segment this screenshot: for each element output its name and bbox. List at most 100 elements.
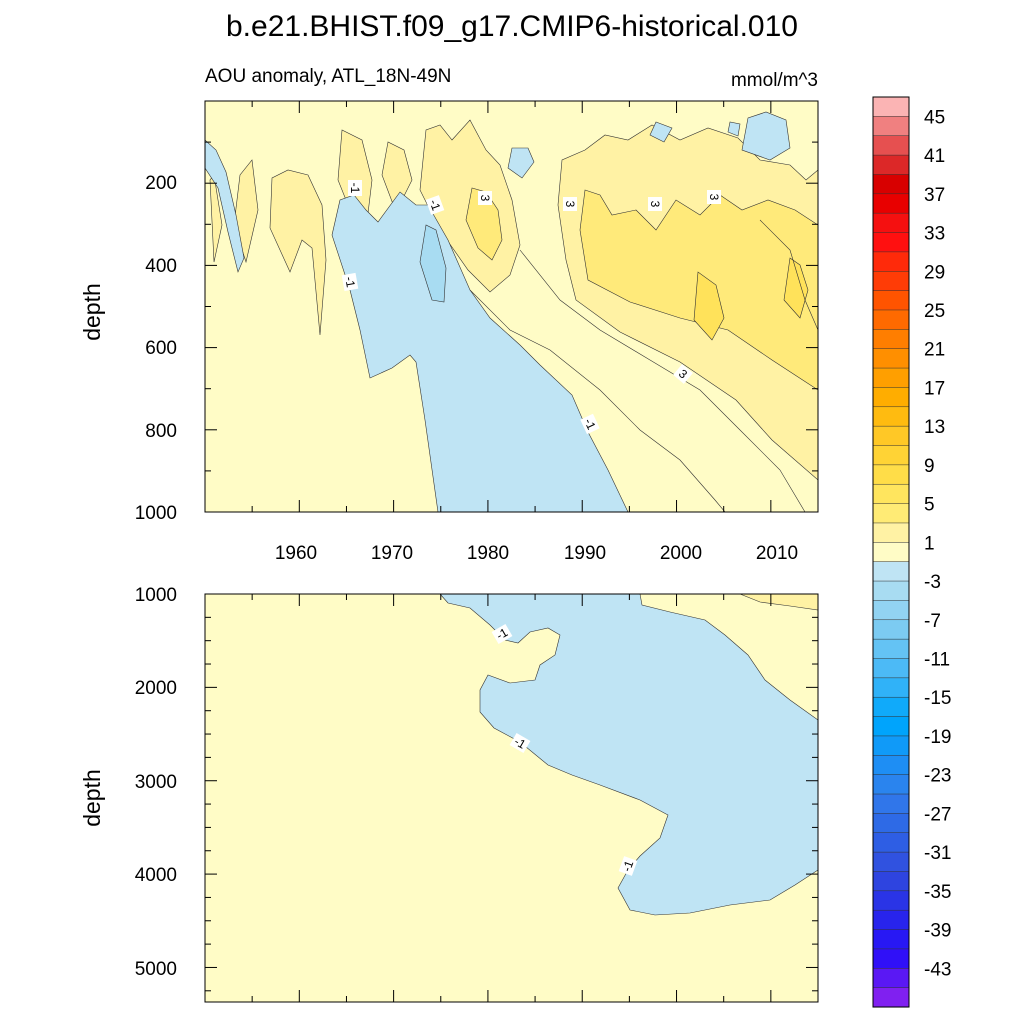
upper-contour-label-7: 3 [707, 190, 721, 204]
colorbar-swatch-45 [872, 968, 910, 989]
colorbar-swatch-15 [872, 387, 910, 408]
upper-contour-label-1-text: -1 [427, 198, 444, 213]
lower-contour-label-1: -1 [509, 732, 531, 754]
colorbar-swatch-24 [872, 561, 910, 582]
upper-contour-label-2-text: -1 [342, 276, 358, 289]
upper-region-neg-left [204, 139, 245, 273]
chart-title: b.e21.BHIST.f09_g17.CMIP6-historical.010 [226, 10, 798, 43]
colorbar-swatch-4 [872, 174, 910, 195]
colorbar-label-19: -31 [924, 843, 951, 864]
lower-ytick-label-2000: 2000 [135, 678, 177, 699]
upper-contour-label-5-text: 3 [563, 201, 577, 208]
upper-contour-label-2: -1 [341, 272, 359, 292]
upper-contour-label-0: -1 [348, 180, 362, 196]
colorbar-label-14: -11 [924, 650, 950, 671]
lower-ytick-label-3000: 3000 [135, 772, 177, 793]
colorbar-label-18: -27 [924, 804, 951, 825]
upper-contour-label-8: 3 [673, 364, 693, 384]
upper-region-neg-1985 [507, 147, 535, 179]
upper-contour-line-c [759, 219, 819, 331]
colorbar-label-12: -3 [924, 572, 941, 593]
upper-xtick-label-2000: 2000 [660, 543, 702, 564]
lower-tick-marks [205, 593, 819, 1002]
colorbar-swatch-10 [872, 290, 910, 311]
upper-contour-label-6-text: 3 [648, 201, 662, 208]
colorbar-swatch-0 [872, 96, 910, 117]
colorbar-label-1: 41 [924, 146, 945, 167]
colorbar-swatch-36 [872, 793, 910, 814]
colorbar-label-3: 33 [924, 224, 945, 245]
colorbar-labels: 45 41 37 33 29 25 21 17 13 9 5 1 -3 -7 -11 -15 -19 -23 -27… [924, 107, 951, 980]
colorbar-swatch-37 [872, 813, 910, 834]
colorbar-label-16: -19 [924, 727, 951, 748]
colorbar-swatch-14 [872, 367, 910, 388]
upper-contour-label-0-text: -1 [348, 183, 362, 194]
upper-region-neg-2006 [727, 121, 741, 137]
chart-units: mmol/m^3 [731, 70, 818, 91]
colorbar-swatch-17 [872, 425, 910, 447]
upper-contour-line-b [469, 289, 726, 513]
upper-region-neg-2008 [741, 111, 791, 161]
colorbar-swatch-43 [872, 929, 910, 950]
colorbar-swatch-34 [872, 755, 910, 776]
colorbar-swatch-25 [872, 580, 910, 601]
colorbar-label-13: -7 [924, 611, 941, 632]
lower-contour-label-2-text: -1 [620, 858, 637, 873]
colorbar-swatch-32 [872, 716, 910, 737]
colorbar-label-7: 17 [924, 378, 945, 399]
colorbar-swatch-18 [872, 445, 910, 466]
colorbar-swatch-23 [872, 542, 910, 563]
colorbar-swatch-21 [872, 503, 910, 524]
upper-contour-label-4-text: 3 [478, 195, 492, 202]
colorbar-label-8: 13 [924, 417, 945, 438]
lower-panel: -1 -1 -1 1000 2000 3000 4000 5000 depth [79, 585, 819, 1003]
colorbar-swatch-8 [872, 251, 910, 272]
colorbar-label-10: 5 [924, 495, 935, 516]
colorbar-label-2: 37 [924, 185, 945, 206]
colorbar-swatch-16 [872, 406, 910, 427]
lower-ytick-label-4000: 4000 [135, 865, 177, 886]
colorbar-label-20: -35 [924, 882, 951, 903]
colorbar-label-6: 21 [924, 340, 945, 361]
upper-panel: -1 -1 -1 -1 3 3 3 3 [79, 100, 819, 564]
upper-region-pos3-1962 [269, 169, 327, 336]
lower-contour-label-0: -1 [491, 623, 513, 645]
lower-plot-frame [204, 593, 819, 1003]
colorbar-swatch-13 [872, 348, 910, 369]
chart-subtitle-left: AOU anomaly, ATL_18N-49N [205, 66, 451, 87]
colorbar-swatch-7 [872, 232, 910, 253]
colorbar-swatch-3 [872, 154, 910, 175]
colorbar-label-4: 29 [924, 262, 945, 283]
upper-contour-label-6: 3 [648, 197, 662, 211]
upper-region-neg-1978-inner [419, 224, 447, 303]
upper-ytick-label-600: 600 [145, 338, 177, 359]
colorbar-swatch-22 [872, 522, 910, 543]
colorbar-label-0: 45 [924, 107, 945, 128]
upper-xtick-label-1970: 1970 [371, 543, 413, 564]
upper-contour-label-5: 3 [563, 197, 577, 211]
colorbar-label-17: -23 [924, 766, 951, 787]
colorbar-swatch-28 [872, 638, 910, 660]
lower-ytick-label-1000: 1000 [135, 585, 177, 606]
upper-region-neg-2001 [649, 121, 673, 143]
colorbar-swatch-35 [872, 774, 910, 795]
upper-ytick-label-200: 200 [145, 173, 177, 194]
colorbar-swatch-12 [872, 329, 910, 350]
upper-ylabel: depth [79, 283, 105, 341]
colorbar-swatch-30 [872, 677, 910, 698]
upper-xtick-label-2010: 2010 [756, 543, 798, 564]
upper-ytick-label-1000: 1000 [135, 503, 177, 524]
upper-contour-label-4: 3 [478, 191, 492, 205]
colorbar-swatch-2 [872, 135, 910, 156]
colorbar-swatch-26 [872, 600, 910, 621]
upper-region-pos7-b [783, 257, 809, 319]
lower-contour-label-2: -1 [618, 856, 638, 876]
colorbar-label-5: 25 [924, 301, 945, 322]
colorbar-label-15: -15 [924, 688, 951, 709]
colorbar-swatch-40 [872, 871, 910, 892]
upper-contour-label-3: -1 [580, 413, 600, 435]
colorbar-swatch-19 [872, 464, 910, 485]
upper-xtick-label-1960: 1960 [275, 543, 317, 564]
colorbar-label-22: -43 [924, 959, 951, 980]
